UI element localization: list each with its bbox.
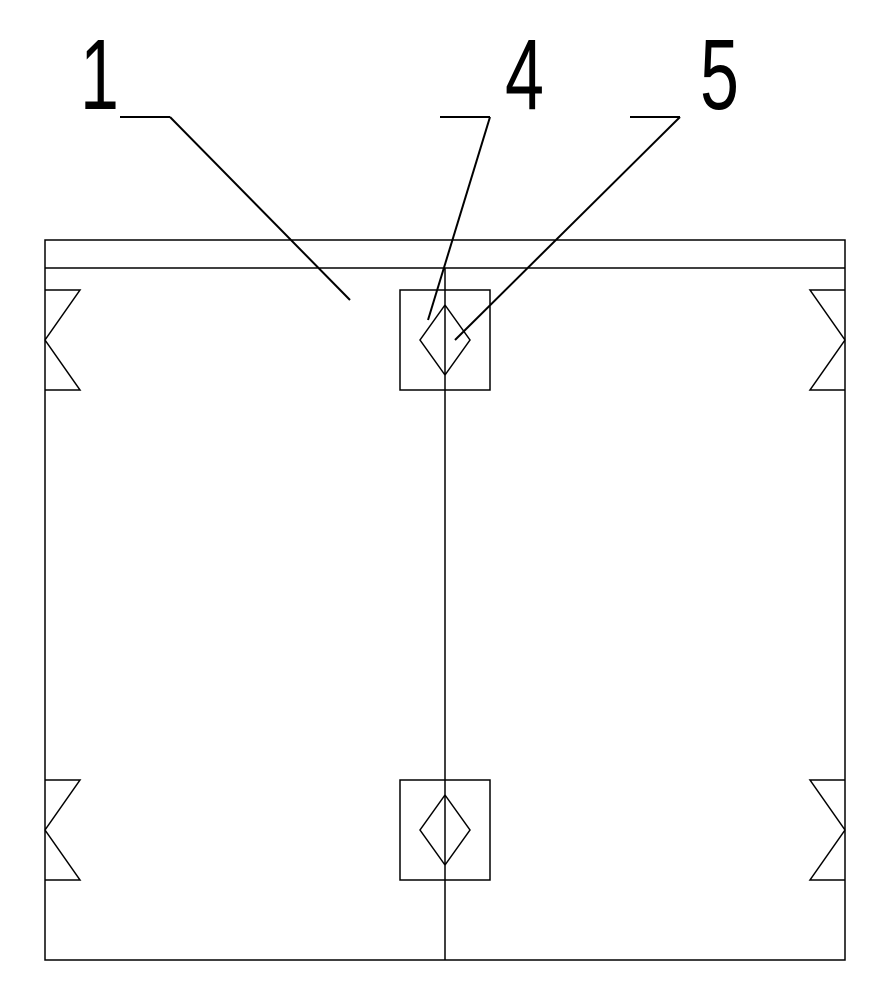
callout-label-4: 4 (505, 30, 544, 120)
callout-label-5: 5 (700, 30, 739, 120)
callout-label-1: 1 (80, 30, 119, 120)
